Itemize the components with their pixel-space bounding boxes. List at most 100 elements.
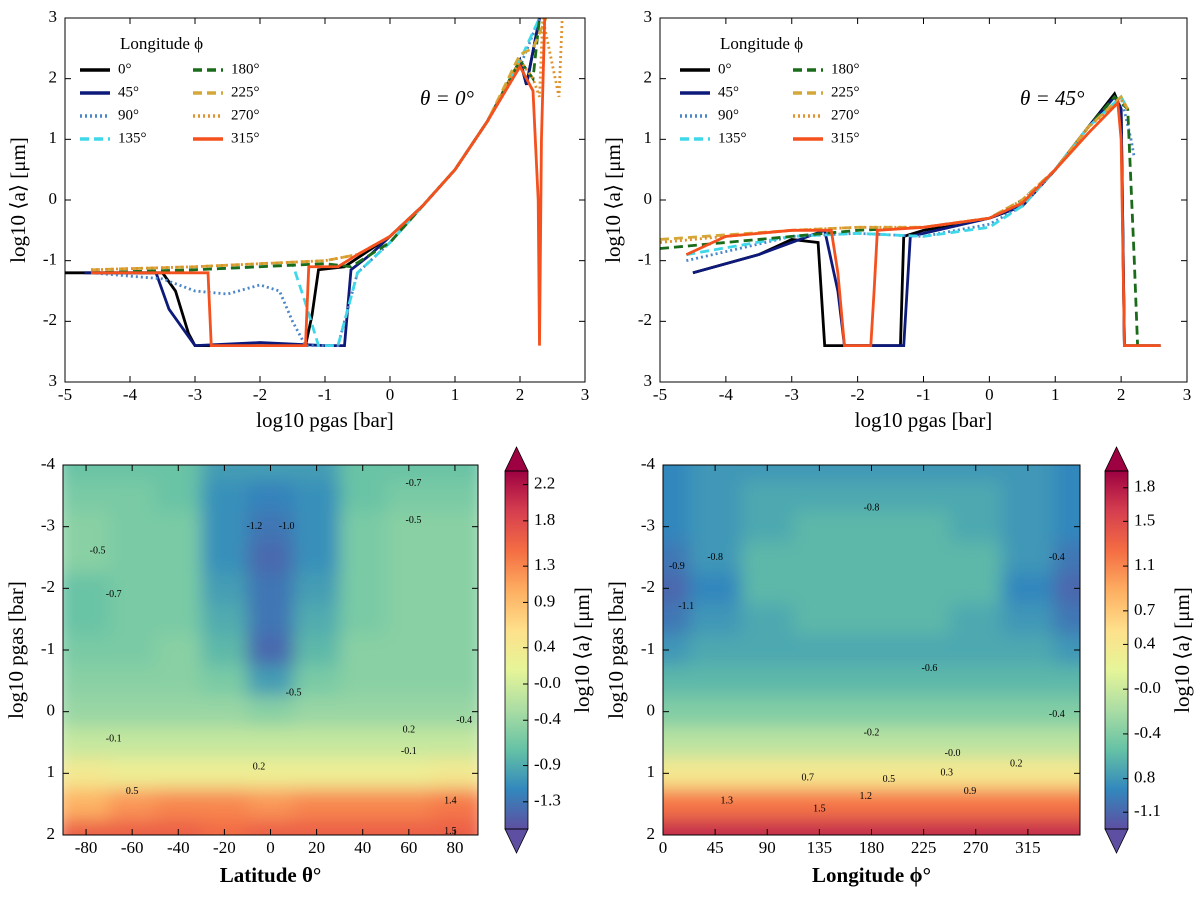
x-tick-label: -3: [785, 385, 799, 404]
heat-cell: [949, 542, 1003, 574]
contour-label: -0.9: [669, 561, 685, 572]
heat-cell: [63, 572, 110, 605]
heat-cell: [897, 788, 951, 821]
series-line: [660, 94, 1139, 346]
colorbar-tick-label: 0.9: [534, 591, 555, 610]
heat-cell: [949, 603, 1003, 636]
heat-cell: [897, 480, 951, 512]
heat-cell: [293, 542, 341, 574]
colorbar-extend: [504, 446, 529, 472]
heat-cell: [109, 665, 156, 697]
y-axis-label: log10 pgas [bar]: [604, 581, 628, 719]
y-tick-label: 2: [644, 68, 653, 87]
y-tick-label: 2: [49, 68, 58, 87]
y-tick-label: -2: [41, 577, 55, 596]
heat-cell: [793, 603, 846, 636]
y-tick-label: 1: [49, 128, 58, 147]
y-tick-label: 1: [647, 762, 656, 781]
heat-cell: [247, 727, 295, 759]
x-tick-label: 315: [1015, 838, 1041, 857]
colorbar-tick-label: -0.0: [534, 673, 561, 692]
contour-label: 1.3: [720, 795, 733, 806]
x-tick-label: 3: [581, 385, 590, 404]
contour-label: 1.4: [444, 795, 457, 806]
heat-cell: [741, 511, 794, 543]
heat-cell: [741, 727, 794, 759]
x-axis-label: log10 pgas [bar]: [256, 408, 394, 432]
heat-cell: [663, 480, 690, 512]
contour-label: -0.8: [707, 552, 723, 563]
colorbar-tick-label: 1.1: [1134, 555, 1155, 574]
heat-cell: [247, 696, 295, 728]
x-tick-label: -2: [851, 385, 865, 404]
legend-label: 45°: [118, 84, 139, 100]
colorbar-tick-label: 1.5: [1134, 510, 1155, 529]
legend-label: 315°: [831, 130, 860, 146]
series-line: [90, 18, 541, 275]
heat-cell: [1053, 465, 1080, 481]
y-tick-label: -3: [641, 516, 655, 535]
heat-cell: [155, 757, 202, 790]
legend-label: 135°: [718, 130, 747, 146]
heat-cell: [109, 819, 156, 835]
heat-cell: [293, 665, 341, 697]
heat-cell: [845, 603, 899, 636]
y-tick-label: 0: [49, 189, 58, 208]
axes-frame: [64, 17, 586, 383]
heat-cell: [385, 465, 433, 481]
y-tick-label: -2: [641, 577, 655, 596]
heat-cell: [949, 634, 1003, 666]
heat-cell: [339, 757, 387, 790]
colorbar-extend: [1104, 446, 1129, 472]
heat-cell: [293, 757, 341, 790]
heat-cell: [897, 727, 951, 759]
colorbar-frame: [1104, 470, 1129, 830]
heat-cell: [689, 634, 742, 666]
x-tick-label: -5: [653, 385, 667, 404]
colorbar-extend: [1104, 828, 1129, 854]
heat-cell: [339, 603, 387, 636]
heat-cell: [109, 480, 156, 512]
contour-label: -1.1: [678, 601, 694, 612]
x-tick-label: 45: [707, 838, 724, 857]
heat-cell: [293, 480, 341, 512]
heat-cell: [663, 819, 690, 835]
contour-label: 0.7: [802, 773, 815, 784]
heat-cell: [431, 757, 478, 790]
heat-cell: [897, 465, 951, 481]
heat-cell: [1053, 757, 1080, 790]
heat-cell: [247, 634, 295, 666]
x-tick-label: 0: [659, 838, 668, 857]
x-tick-label: -60: [121, 838, 144, 857]
heat-cell: [949, 696, 1003, 728]
heat-cell: [845, 542, 899, 574]
heat-cell: [663, 788, 690, 821]
x-tick-label: -40: [167, 838, 190, 857]
heat-cell: [431, 665, 478, 697]
heat-cell: [293, 465, 341, 481]
x-tick-label: 270: [963, 838, 989, 857]
heat-cell: [1053, 819, 1080, 835]
heat-cell: [63, 480, 110, 512]
heat-cell: [741, 788, 794, 821]
colorbar-tick-label: 0.7: [1134, 600, 1156, 619]
contour-label: 0.2: [253, 761, 266, 772]
x-tick-label: 225: [911, 838, 937, 857]
series-line: [692, 94, 1126, 347]
x-tick-label: 20: [308, 838, 325, 857]
heat-cell: [247, 819, 295, 835]
heat-cell: [385, 665, 433, 697]
heat-cell: [1001, 603, 1055, 636]
heat-cell: [793, 757, 846, 790]
heat-cell: [845, 696, 899, 728]
heat-cell: [109, 572, 156, 605]
heat-cell: [385, 480, 433, 512]
colorbar-tick-label: 1.3: [534, 555, 555, 574]
heat-cell: [155, 634, 202, 666]
heat-cell: [247, 465, 295, 481]
heat-cell: [1001, 542, 1055, 574]
heat-cell: [63, 511, 110, 543]
heat-cell: [689, 542, 742, 574]
colorbar-tick-label: -0.4: [1134, 723, 1161, 742]
heat-cell: [689, 757, 742, 790]
